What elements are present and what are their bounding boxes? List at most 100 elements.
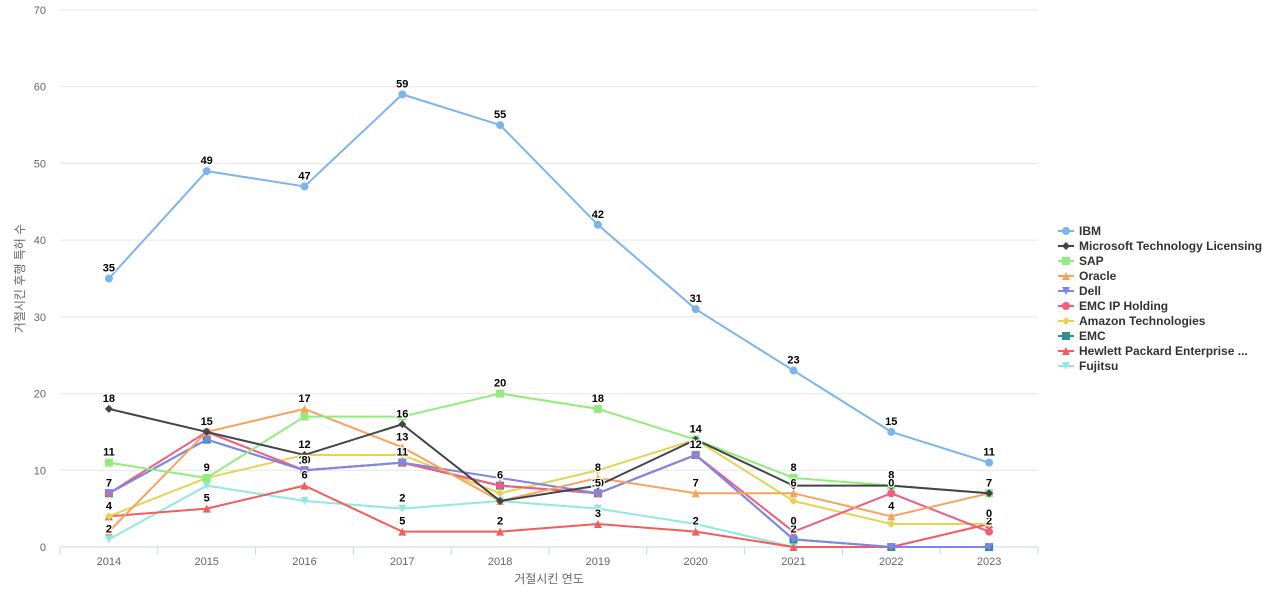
series-line-amazon-technologies xyxy=(107,438,991,525)
x-tick-label-2021: 2021 xyxy=(781,556,805,568)
data-label-hewlett-packard-enterprise-2018: 2 xyxy=(497,516,503,528)
x-tick-label-2018: 2018 xyxy=(488,556,512,568)
legend-item-dell: Dell xyxy=(1058,284,1101,298)
data-labels: 3549475955423123151118151216141192018887… xyxy=(102,77,997,536)
point-amazon-technologies-2019 xyxy=(593,466,602,475)
data-label-emc-ip-holding-2023: 2 xyxy=(986,516,992,528)
point-hewlett-packard-enterprise-2021 xyxy=(789,543,798,551)
data-label-oracle-2022: 4 xyxy=(888,500,895,512)
legend-label-sap: SAP xyxy=(1079,254,1104,268)
legend-marker-dell xyxy=(1062,287,1070,295)
point-fujitsu-2020 xyxy=(691,519,700,528)
legend-item-emc: EMC xyxy=(1058,329,1106,343)
legend-item-microsoft-technology-licensing: Microsoft Technology Licensing xyxy=(1058,239,1262,253)
point-emc-ip-holding-2021 xyxy=(789,527,798,536)
legend-marker-fujitsu xyxy=(1062,362,1070,370)
data-label-sap-2018: 20 xyxy=(494,378,506,390)
y-tick-label-30: 30 xyxy=(34,312,46,324)
data-label-microsoft-technology-licensing-2014: 18 xyxy=(103,393,115,405)
y-tick-label-20: 20 xyxy=(34,389,46,401)
point-microsoft-technology-licensing-2014 xyxy=(104,404,113,413)
point-fujitsu-2015 xyxy=(202,481,211,490)
data-label-ibm-2021: 23 xyxy=(787,355,799,367)
data-label-oracle-2017: 13 xyxy=(396,431,408,443)
x-tick-label-2014: 2014 xyxy=(97,556,121,568)
point-fujitsu-2017 xyxy=(398,504,407,513)
point-sap-2019 xyxy=(593,404,602,413)
legend-marker-microsoft-technology-licensing xyxy=(1062,242,1070,250)
point-microsoft-technology-licensing-2021 xyxy=(789,481,798,490)
data-label-hewlett-packard-enterprise-2017: 5 xyxy=(399,516,405,528)
grid-lines xyxy=(60,9,1038,548)
legend-item-fujitsu: Fujitsu xyxy=(1058,359,1118,373)
x-axis-title: 거절시킨 연도 xyxy=(514,572,584,586)
data-label-hewlett-packard-enterprise-2019: 3 xyxy=(595,508,601,520)
y-tick-label-50: 50 xyxy=(34,158,46,170)
point-dell-2016 xyxy=(300,466,309,475)
point-microsoft-technology-licensing-2023 xyxy=(985,489,994,498)
y-axis: 0 10 20 30 40 50 60 70 xyxy=(34,5,46,554)
data-label-microsoft-technology-licensing-2016: 12 xyxy=(298,439,310,451)
point-microsoft-technology-licensing-2022 xyxy=(887,481,896,490)
legend-label-emc: EMC xyxy=(1079,329,1106,343)
point-dell-2021 xyxy=(789,535,798,544)
y-tick-label-40: 40 xyxy=(34,235,46,247)
data-label-sap-2021: 8 xyxy=(790,462,796,474)
data-label-emc-ip-holding-2021: 0 xyxy=(790,516,796,528)
data-label-hewlett-packard-enterprise-2014: 4 xyxy=(106,500,113,512)
data-label-fujitsu-2014: 2 xyxy=(106,523,112,535)
data-label-sap-2014: 11 xyxy=(103,447,115,459)
point-emc-ip-holding-2023 xyxy=(985,527,994,536)
point-fujitsu-2014 xyxy=(104,535,113,544)
point-amazon-technologies-2022 xyxy=(887,519,896,528)
legend-item-emc-ip-holding: EMC IP Holding xyxy=(1058,299,1168,313)
point-hewlett-packard-enterprise-2016 xyxy=(300,481,309,490)
data-label-emc-2018: 9 xyxy=(497,470,503,482)
legend-marker-emc-ip-holding xyxy=(1062,302,1070,310)
point-ibm-2023 xyxy=(985,458,994,467)
data-label-sap-2022: 8 xyxy=(888,470,894,482)
point-sap-2015 xyxy=(202,473,211,482)
data-label-emc-2021: 2 xyxy=(790,523,796,535)
point-sap-2014 xyxy=(104,458,113,467)
point-dell-2023 xyxy=(985,543,994,551)
legend-label-dell: Dell xyxy=(1079,284,1101,298)
legend-label-oracle: Oracle xyxy=(1079,269,1117,283)
point-ibm-2015 xyxy=(202,167,211,176)
point-dell-2022 xyxy=(887,543,896,551)
x-axis: 2014 2015 2016 2017 2018 2019 2020 2021 2022 2023 xyxy=(59,546,1039,568)
data-label-emc-2019: 10 xyxy=(592,477,604,489)
data-label-emc-2014: 7 xyxy=(106,477,112,489)
series-line-dell xyxy=(107,438,991,548)
data-label-emc-ip-holding-2018: 6 xyxy=(497,470,503,482)
data-label-sap-2019: 18 xyxy=(592,393,604,405)
x-tick-label-2016: 2016 xyxy=(292,556,316,568)
legend-item-ibm: IBM xyxy=(1058,224,1101,238)
point-ibm-2018 xyxy=(496,121,505,130)
legend-item-sap: SAP xyxy=(1058,254,1104,268)
point-microsoft-technology-licensing-2020 xyxy=(691,435,700,444)
legend-label-fujitsu: Fujitsu xyxy=(1079,359,1118,373)
legend-item-oracle: Oracle xyxy=(1058,269,1117,283)
point-ibm-2020 xyxy=(691,305,700,314)
point-amazon-technologies-2017 xyxy=(398,450,407,459)
point-microsoft-technology-licensing-2019 xyxy=(593,481,602,490)
data-label-microsoft-technology-licensing-2020: 14 xyxy=(690,424,703,436)
point-hewlett-packard-enterprise-2018 xyxy=(496,527,505,536)
data-label-sap-2015: 9 xyxy=(204,462,210,474)
data-label-ibm-2014: 35 xyxy=(103,263,115,275)
series-ibm xyxy=(104,90,994,467)
point-hewlett-packard-enterprise-2020 xyxy=(691,527,700,536)
point-microsoft-technology-licensing-2015 xyxy=(202,427,211,436)
data-label-emc-2016: 10 xyxy=(298,454,310,466)
point-ibm-2021 xyxy=(789,366,798,375)
data-label-ibm-2015: 49 xyxy=(201,155,213,167)
series-line-sap xyxy=(107,392,991,495)
point-ibm-2014 xyxy=(104,274,113,283)
data-label-hewlett-packard-enterprise-2023: 0 xyxy=(986,508,992,520)
point-sap-2016 xyxy=(300,412,309,421)
legend-marker-oracle xyxy=(1062,272,1070,280)
series-layer xyxy=(104,90,994,551)
y-tick-label-0: 0 xyxy=(40,542,46,554)
